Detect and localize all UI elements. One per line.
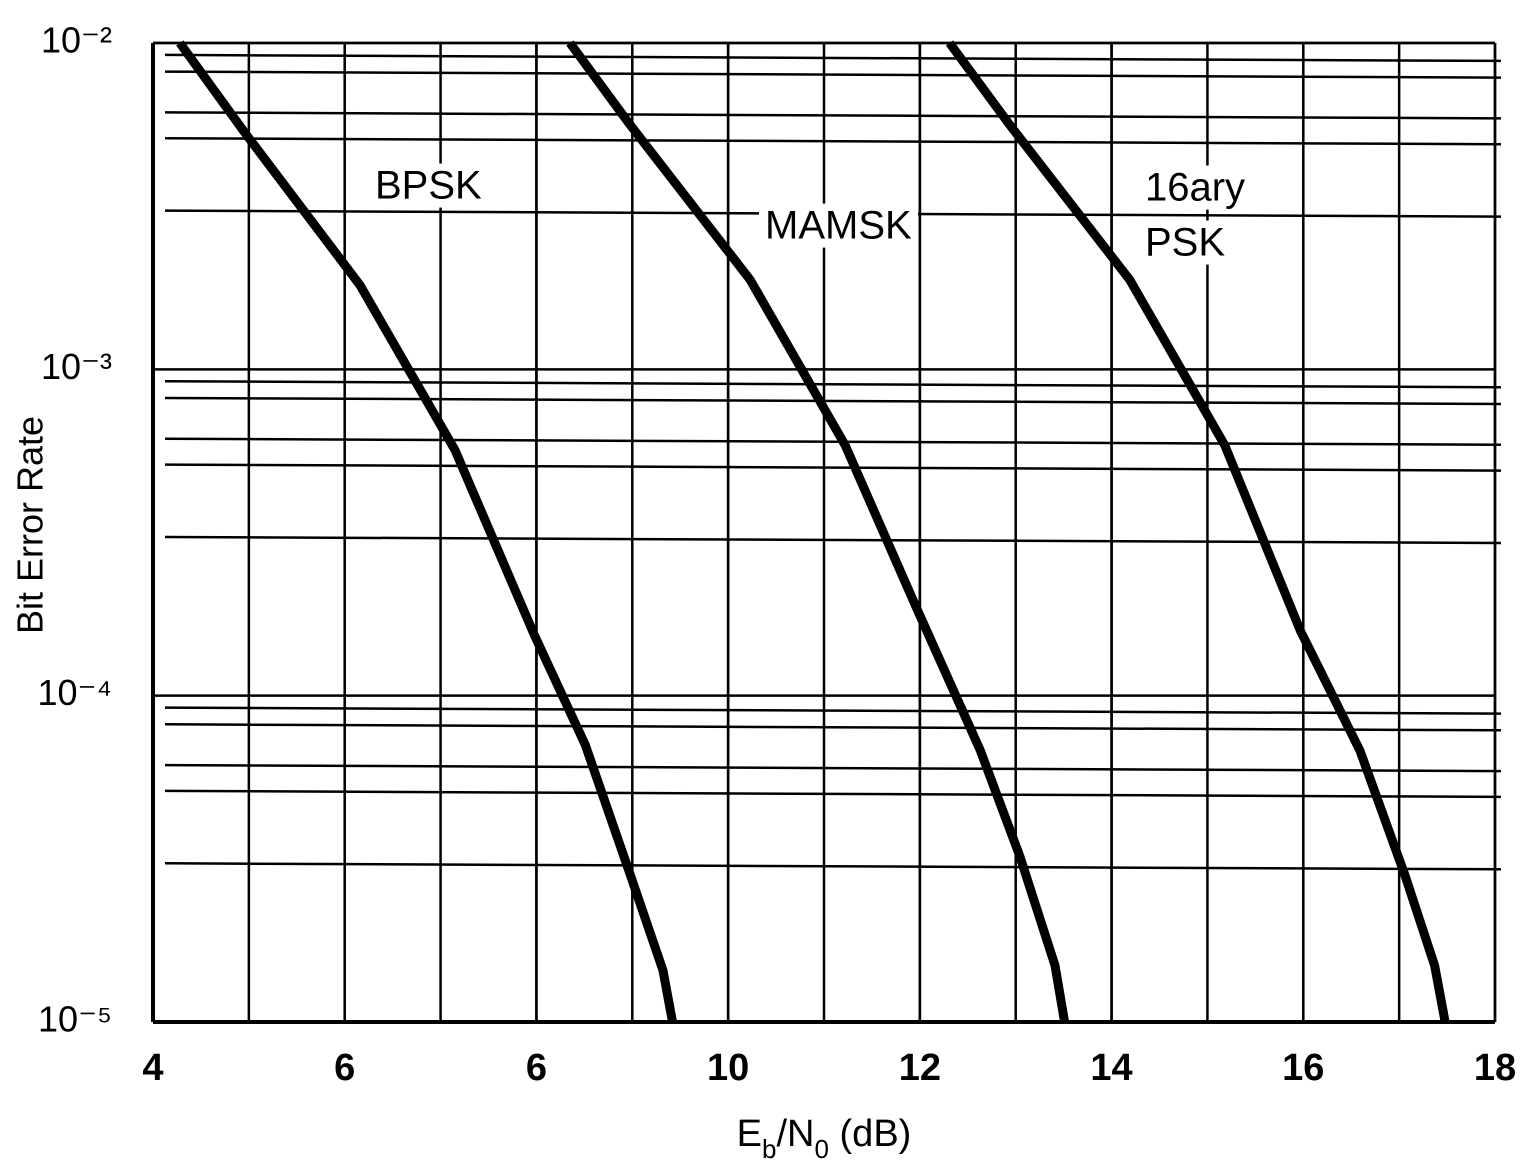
x-tick-label: 12 bbox=[899, 1047, 941, 1089]
series-line bbox=[176, 40, 677, 1023]
series-line bbox=[566, 40, 1070, 1023]
grid-line bbox=[164, 789, 1502, 799]
grid-line bbox=[164, 396, 1502, 406]
grid-line bbox=[164, 70, 1502, 79]
series-label: 16ary bbox=[1145, 166, 1245, 210]
x-axis-label-part: /N bbox=[777, 1113, 815, 1155]
y-tick-label: 10⁻² bbox=[41, 20, 112, 61]
label-background bbox=[759, 203, 918, 248]
series-line bbox=[945, 40, 1450, 1023]
y-tick-label: 10⁻³ bbox=[41, 346, 112, 387]
x-axis-label-part: E bbox=[737, 1113, 762, 1155]
y-tick-label: 10⁻⁴ bbox=[37, 672, 112, 713]
x-axis-label: Eb/N0 (dB) bbox=[737, 1113, 912, 1164]
grid-line bbox=[164, 723, 1502, 732]
y-tick-label: 10⁻⁵ bbox=[38, 999, 112, 1040]
y-axis-label: Bit Error Rate bbox=[10, 416, 51, 634]
grid-line bbox=[164, 535, 1502, 545]
grid-line bbox=[164, 111, 1502, 120]
x-tick-label: 6 bbox=[526, 1047, 547, 1089]
x-axis-label-part: b bbox=[762, 1134, 776, 1164]
grid-line bbox=[164, 136, 1502, 146]
x-tick-label: 6 bbox=[334, 1047, 355, 1089]
x-tick-label: 10 bbox=[707, 1047, 749, 1089]
grid-line bbox=[164, 463, 1502, 472]
grid-line bbox=[164, 862, 1502, 871]
grid-line bbox=[164, 380, 1502, 389]
label-background bbox=[1139, 165, 1252, 210]
x-axis-label-part: (dB) bbox=[829, 1113, 911, 1155]
x-tick-label: 18 bbox=[1474, 1047, 1516, 1089]
series-label: BPSK bbox=[375, 164, 482, 208]
grid-line bbox=[164, 763, 1502, 773]
x-tick-label: 16 bbox=[1282, 1047, 1324, 1089]
x-tick-label: 4 bbox=[142, 1047, 163, 1089]
grid-line bbox=[164, 53, 1502, 63]
x-axis-label-part: 0 bbox=[815, 1134, 829, 1164]
series-label: MAMSK bbox=[765, 204, 912, 248]
grid-line bbox=[164, 437, 1502, 446]
x-tick-label: 14 bbox=[1090, 1047, 1132, 1089]
label-background bbox=[369, 163, 489, 208]
grid-line bbox=[164, 706, 1502, 715]
series-label: PSK bbox=[1145, 221, 1225, 265]
label-background bbox=[1139, 220, 1232, 265]
